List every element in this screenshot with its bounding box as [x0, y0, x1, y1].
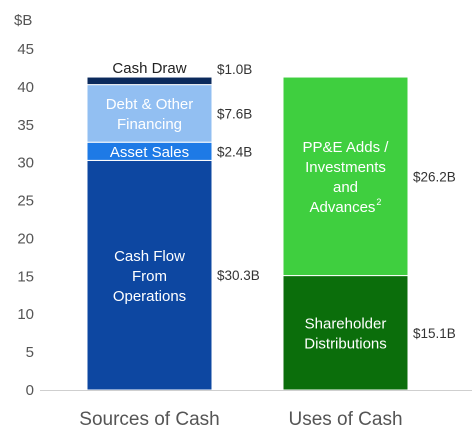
y-tick-label: 35	[17, 117, 34, 134]
segment-label: Cash Draw	[112, 60, 186, 77]
bar-segment	[282, 275, 409, 391]
bar-segment	[86, 76, 213, 86]
y-axis-ticks: 0 5 10 15 20 25 30 35 40 45	[17, 41, 34, 399]
value-label: $26.2B	[413, 169, 456, 184]
y-tick-label: 45	[17, 41, 34, 58]
y-tick-label: 30	[17, 155, 34, 172]
value-label: $7.6B	[217, 106, 252, 121]
y-tick-label: 5	[26, 344, 34, 361]
y-tick-label: 40	[17, 79, 34, 96]
bar-segment	[282, 76, 409, 277]
segment-label: Asset Sales	[110, 144, 189, 161]
bar-segment	[86, 159, 213, 391]
y-tick-label: 0	[26, 382, 34, 399]
value-label: $30.3B	[217, 268, 260, 283]
segment-label: Shareholder Distributions	[304, 315, 387, 352]
bar-stack-0: Cash Flow From Operations $30.3B Asset Sales…	[86, 60, 260, 391]
bar-stack-1: Shareholder Distributions $15.1B PP&E Adds …	[282, 76, 456, 391]
segment-label: Cash Flow From Operations	[113, 248, 186, 305]
value-label: $2.4B	[217, 144, 252, 159]
y-tick-label: 10	[17, 306, 34, 323]
bars: Cash Flow From Operations $30.3B Asset Sales…	[86, 60, 456, 391]
value-label: $1.0B	[217, 62, 252, 77]
segment-label: Debt & Other Financing	[106, 96, 194, 133]
segment-label: PP&E Adds / Investments and Advances2	[303, 139, 390, 216]
y-tick-label: 25	[17, 193, 34, 210]
category-label: Uses of Cash	[288, 409, 402, 430]
y-axis-unit-label: $B	[14, 12, 32, 29]
x-axis-categories: Sources of Cash Uses of Cash	[79, 409, 402, 430]
bar-segment	[86, 84, 213, 143]
category-label: Sources of Cash	[79, 409, 219, 430]
value-label: $15.1B	[413, 326, 456, 341]
y-tick-label: 20	[17, 230, 34, 247]
y-tick-label: 15	[17, 268, 34, 285]
